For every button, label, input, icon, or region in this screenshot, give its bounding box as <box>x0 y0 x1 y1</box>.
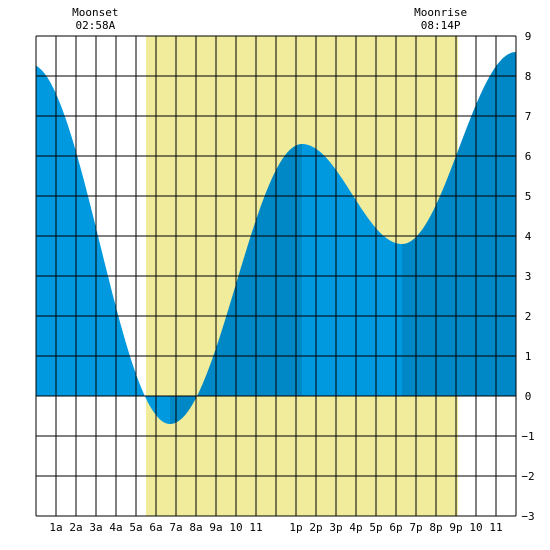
x-tick-label: 10 <box>229 521 242 534</box>
x-tick-label: 11 <box>489 521 502 534</box>
x-tick-label: 8p <box>429 521 442 534</box>
y-tick-label: 0 <box>525 390 532 403</box>
x-tick-label: 11 <box>249 521 262 534</box>
x-tick-label: 8a <box>189 521 202 534</box>
moon-event-label: Moonset <box>72 6 118 19</box>
y-tick-label: 2 <box>525 310 532 323</box>
x-tick-label: 3a <box>89 521 102 534</box>
x-tick-label: 1a <box>49 521 62 534</box>
moon-event-time: 08:14P <box>421 19 461 32</box>
y-tick-label: 7 <box>525 110 532 123</box>
x-tick-label: 2a <box>69 521 82 534</box>
moon-event-time: 02:58A <box>75 19 115 32</box>
y-tick-label: −1 <box>521 430 534 443</box>
x-tick-label: 9a <box>209 521 222 534</box>
x-tick-label: 5p <box>369 521 382 534</box>
y-tick-label: −3 <box>521 510 534 523</box>
tide-falling-area-0 <box>36 65 170 424</box>
x-tick-label: 2p <box>309 521 322 534</box>
y-tick-label: 4 <box>525 230 532 243</box>
moon-event-label: Moonrise <box>414 6 467 19</box>
y-tick-label: 8 <box>525 70 532 83</box>
x-tick-label: 4a <box>109 521 122 534</box>
x-tick-label: 9p <box>449 521 462 534</box>
x-tick-label: 6p <box>389 521 402 534</box>
x-tick-label: 4p <box>349 521 362 534</box>
x-tick-label: 5a <box>129 521 142 534</box>
tide-rising-area-3 <box>402 52 516 396</box>
x-tick-label: 6a <box>149 521 162 534</box>
y-tick-label: −2 <box>521 470 534 483</box>
tide-falling-area-2 <box>302 144 402 396</box>
x-tick-label: 7p <box>409 521 422 534</box>
y-tick-label: 6 <box>525 150 532 163</box>
y-tick-label: 1 <box>525 350 532 363</box>
x-tick-label: 7a <box>169 521 182 534</box>
y-tick-label: 3 <box>525 270 532 283</box>
y-tick-label: 5 <box>525 190 532 203</box>
y-tick-label: 9 <box>525 30 532 43</box>
x-tick-label: 10 <box>469 521 482 534</box>
x-tick-label: 3p <box>329 521 342 534</box>
x-tick-label: 1p <box>289 521 302 534</box>
